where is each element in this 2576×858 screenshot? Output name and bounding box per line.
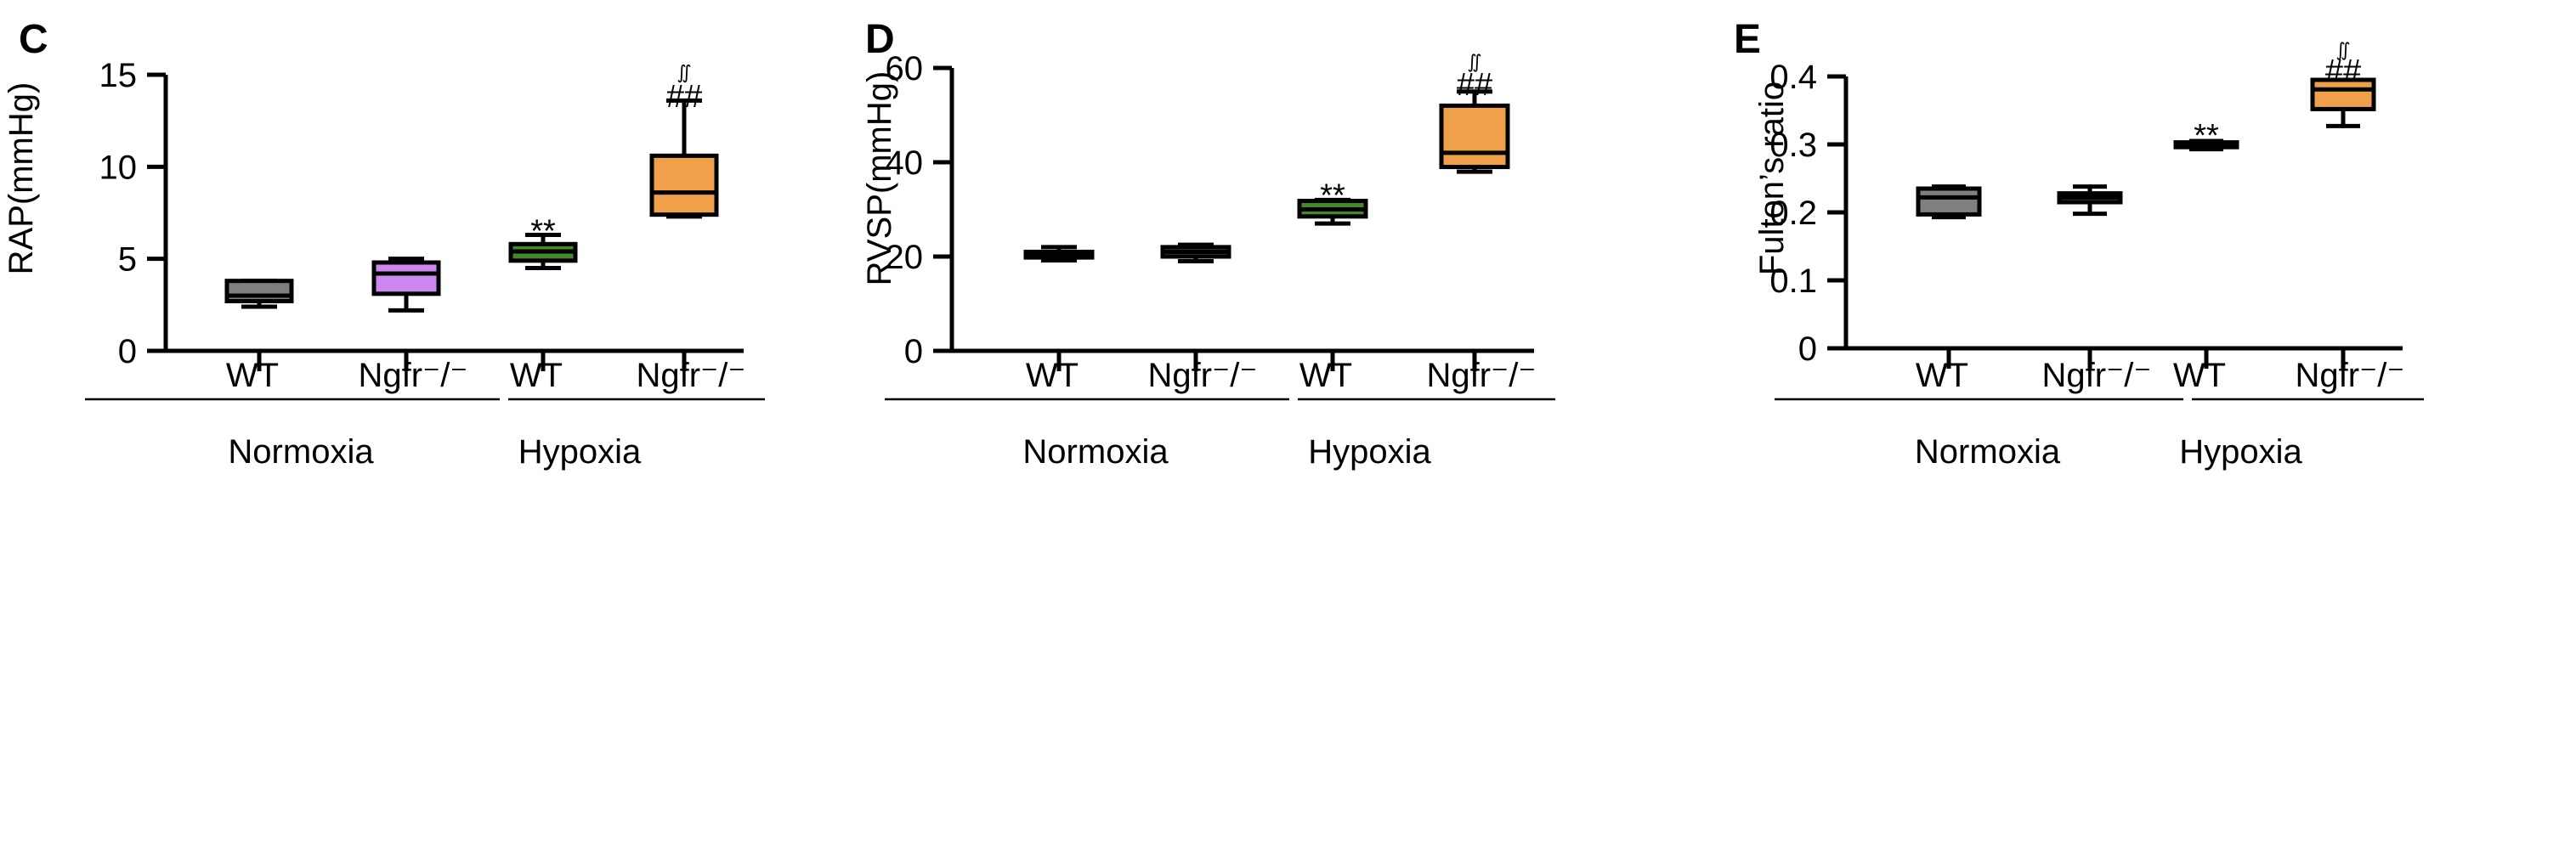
panel-letter: E (1734, 17, 1761, 62)
box-iqr (649, 153, 719, 217)
box-4 (2310, 77, 2376, 128)
significance-marker: ** (2194, 118, 2219, 154)
box-2 (371, 257, 441, 313)
panel-c: C 0 5 10 15 RAP(mmHg) ** ##∬ WT Ngfr⁻/⁻ WT Ngfr⁻/⁻ N… (3, 17, 765, 471)
y-tick-label: 0.3 (1769, 127, 1817, 164)
category-label: WT (1916, 357, 1968, 394)
box-3 (2173, 138, 2239, 152)
box-1 (1916, 184, 1982, 220)
group-label: Hypoxia (2179, 433, 2302, 471)
group-label: Normoxia (1022, 433, 1169, 471)
y-tick-label: 0.4 (1769, 59, 1817, 96)
significance-marker: ∬ (677, 62, 691, 83)
box-iqr (371, 260, 441, 296)
box-1 (1023, 245, 1095, 262)
box-iqr (1916, 186, 1982, 217)
category-label: WT (2173, 357, 2226, 394)
significance-marker: ** (530, 213, 556, 249)
group-label: Hypoxia (1308, 433, 1431, 471)
significance-marker: ** (1320, 178, 1345, 214)
group-label: Normoxia (228, 433, 374, 471)
group-label: Normoxia (1915, 433, 2061, 471)
panel-letter: C (19, 17, 48, 62)
y-axis-label: RAP(mmHg) (3, 82, 40, 275)
y-tick-label: 20 (886, 239, 924, 276)
y-tick-label: 15 (99, 57, 138, 94)
category-label: Ngfr⁻/⁻ (1427, 357, 1537, 394)
group-label: Hypoxia (518, 433, 642, 471)
box-1 (224, 279, 294, 309)
box-iqr (1439, 103, 1510, 170)
box-4 (1439, 89, 1510, 174)
category-label: WT (1299, 357, 1352, 394)
y-tick-label: 0 (118, 333, 137, 370)
category-label: Ngfr⁻/⁻ (359, 357, 468, 394)
category-label: WT (226, 357, 279, 394)
y-tick-label: 5 (118, 241, 137, 279)
box-2 (1160, 242, 1231, 264)
significance-marker: ∬ (1467, 52, 1481, 73)
box-2 (2057, 184, 2123, 217)
y-tick-label: 0.1 (1769, 262, 1817, 300)
box-iqr (224, 279, 294, 303)
significance-marker: ## (2325, 54, 2361, 89)
category-label: Ngfr⁻/⁻ (2296, 357, 2405, 394)
category-label: Ngfr⁻/⁻ (1148, 357, 1258, 394)
significance-marker: ## (1457, 67, 1492, 103)
category-label: Ngfr⁻/⁻ (2042, 357, 2152, 394)
y-tick-label: 0 (1798, 330, 1817, 368)
box-4 (649, 98, 719, 219)
significance-marker: ∬ (2335, 40, 2350, 61)
box-3 (1297, 197, 1368, 226)
y-axis-label: Fulton’s ratio (1753, 82, 1791, 275)
box-3 (508, 233, 578, 270)
y-axis-label: RVSP(mmHg) (861, 71, 898, 286)
y-tick-label: 0.2 (1769, 195, 1817, 232)
category-label: WT (1026, 357, 1079, 394)
category-label: WT (510, 357, 563, 394)
panel-letter: D (865, 17, 895, 62)
y-tick-label: 10 (99, 149, 138, 186)
y-tick-label: 60 (886, 50, 924, 87)
y-tick-label: 0 (904, 333, 923, 370)
category-label: Ngfr⁻/⁻ (637, 357, 746, 394)
significance-marker: ## (666, 79, 702, 115)
box-iqr (2310, 77, 2376, 111)
y-tick-label: 40 (886, 144, 924, 182)
